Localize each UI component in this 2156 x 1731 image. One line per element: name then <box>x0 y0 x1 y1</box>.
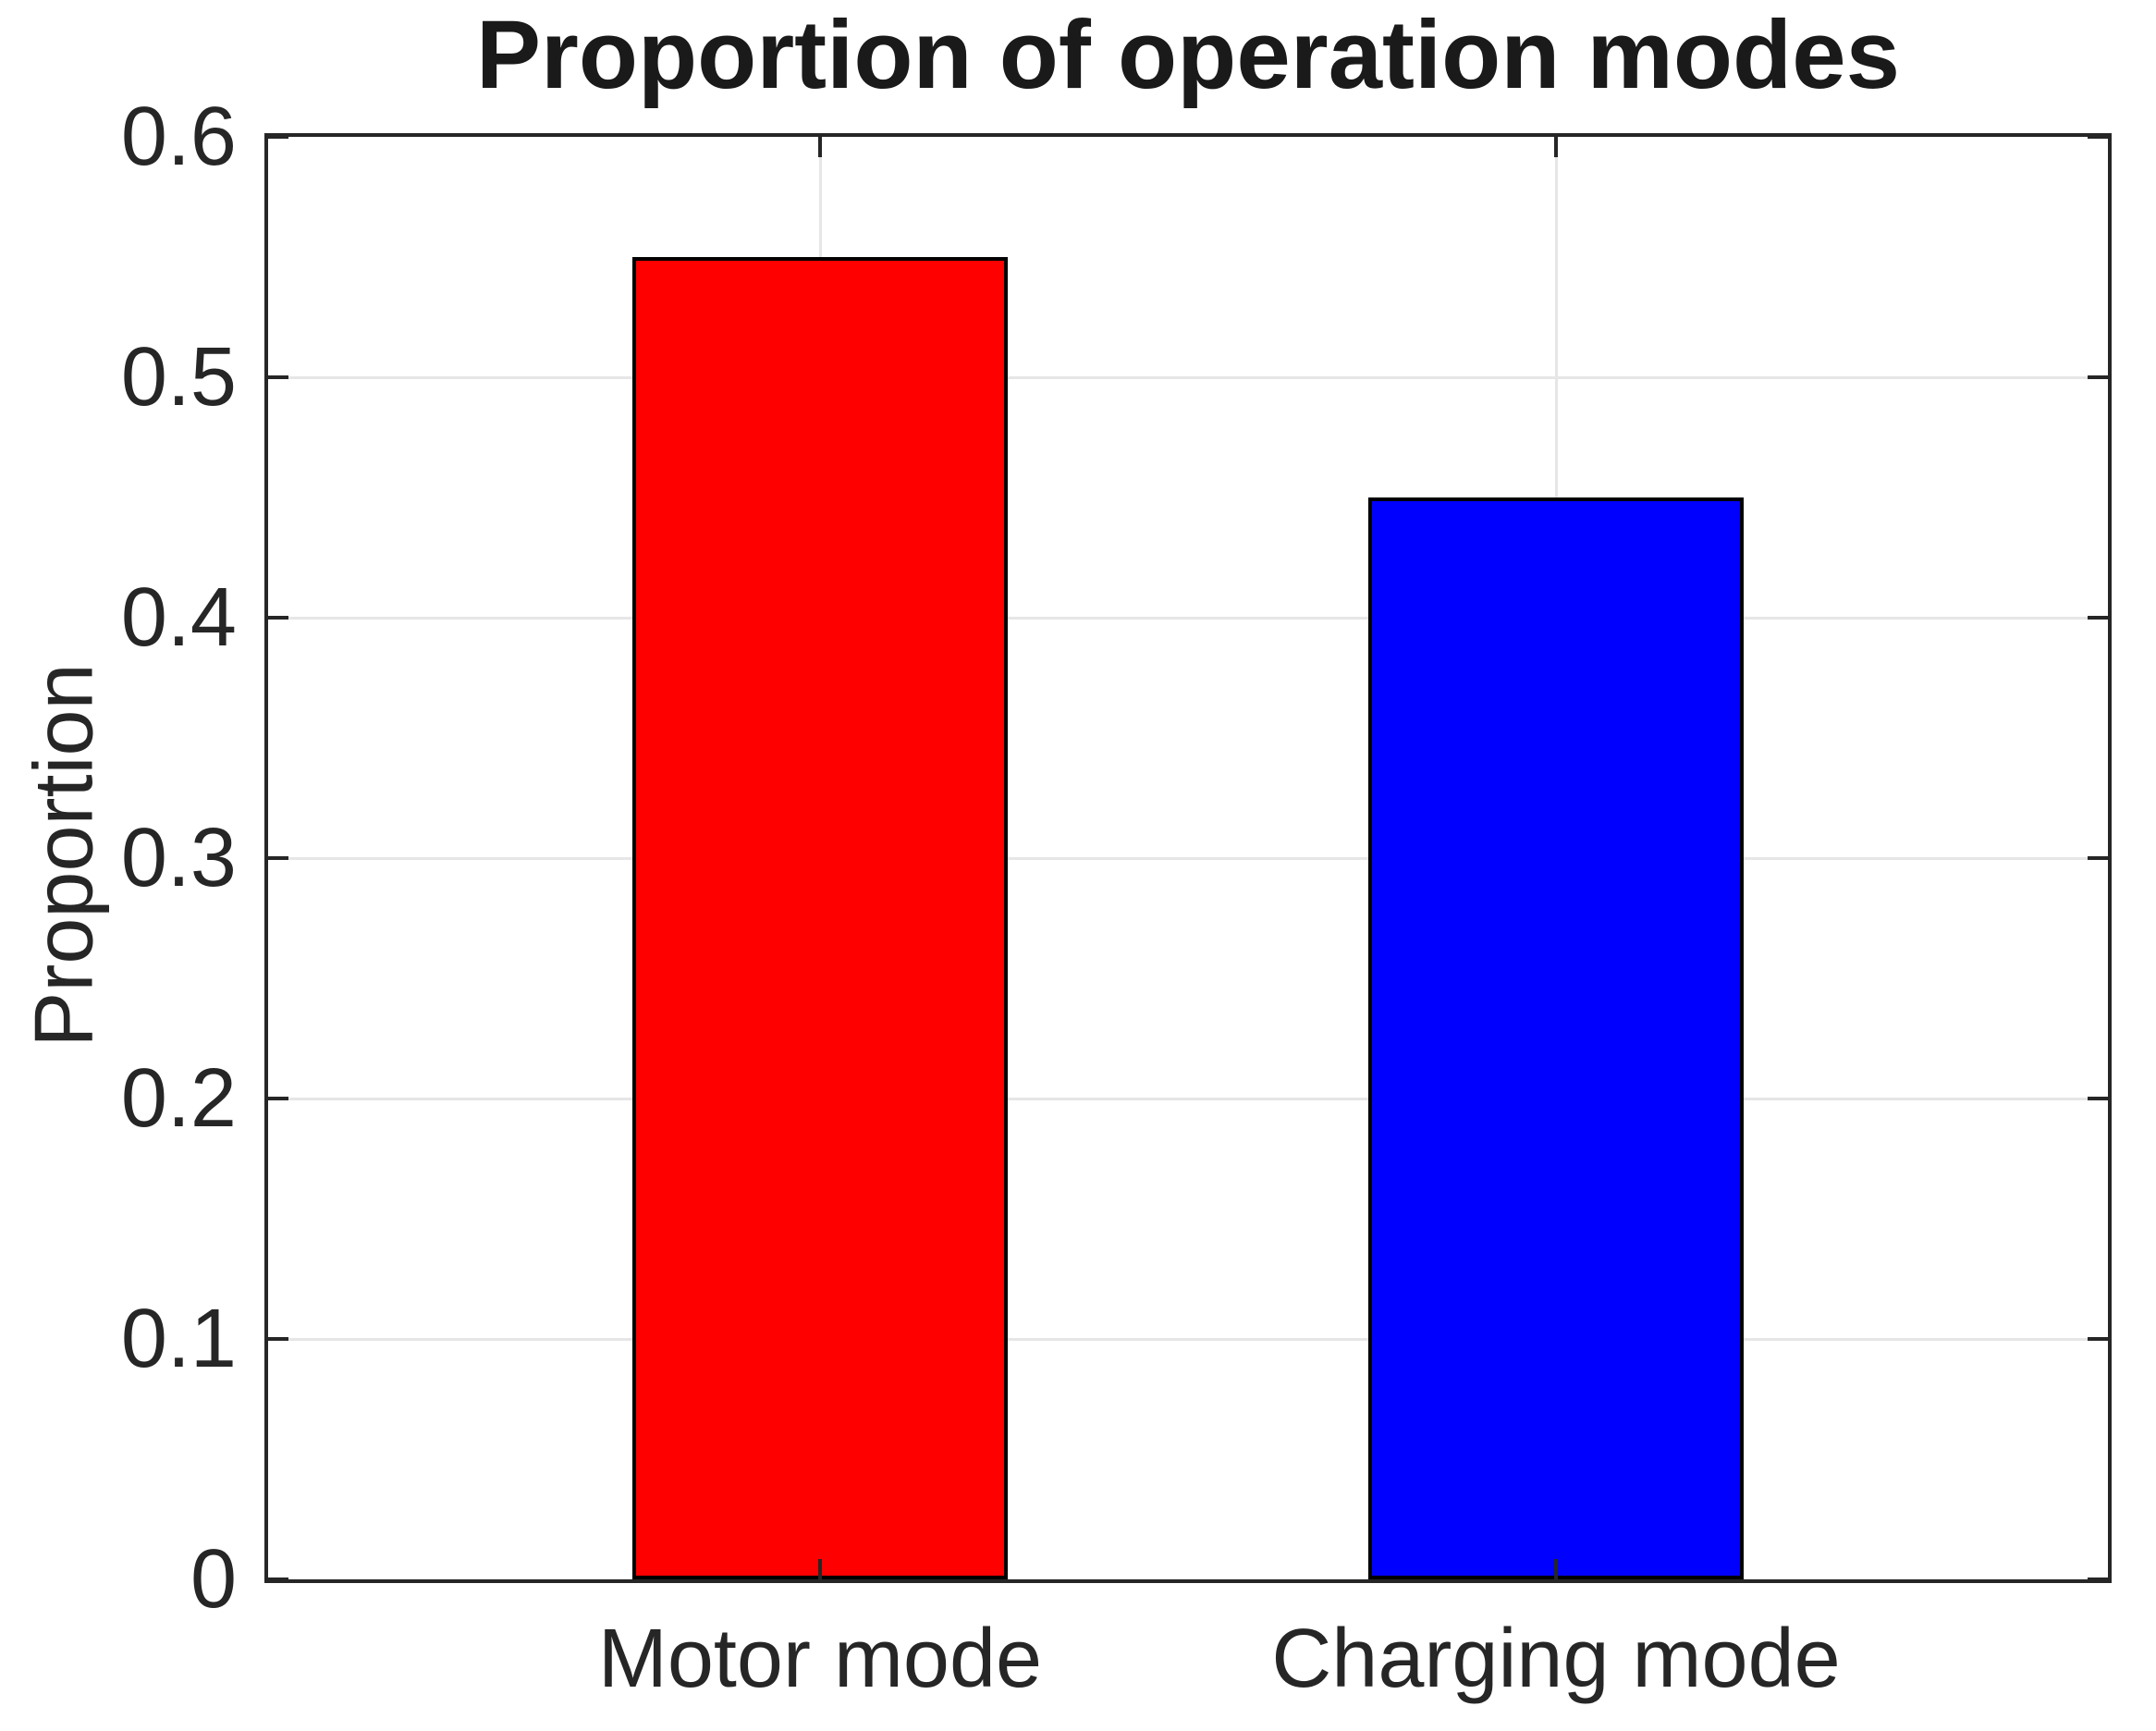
y-tick-label: 0 <box>190 1533 237 1626</box>
y-tick-mark <box>268 1578 288 1581</box>
x-tick-mark <box>1554 1559 1558 1579</box>
h-gridline <box>268 375 2108 379</box>
y-tick-label: 0.3 <box>120 812 237 904</box>
y-tick-label: 0.5 <box>120 331 237 424</box>
y-tick-mark <box>268 856 288 860</box>
y-tick-mark <box>2088 1097 2108 1100</box>
h-gridline <box>268 616 2108 620</box>
x-tick-mark <box>1554 137 1558 157</box>
y-tick-mark <box>2088 135 2108 139</box>
x-tick-mark <box>818 137 822 157</box>
bar-motor-mode <box>632 257 1008 1579</box>
h-gridline <box>268 856 2108 860</box>
x-tick-mark <box>818 1559 822 1579</box>
y-tick-mark <box>2088 616 2108 620</box>
x-tick-label-motor-mode: Motor mode <box>597 1613 1043 1705</box>
y-tick-mark <box>2088 1337 2108 1341</box>
bar-charging-mode <box>1368 497 1744 1579</box>
y-tick-label: 0.1 <box>120 1293 237 1385</box>
x-tick-label-charging-mode: Charging mode <box>1271 1613 1841 1705</box>
y-tick-mark <box>2088 1578 2108 1581</box>
y-tick-mark <box>2088 375 2108 379</box>
chart-title: Proportion of operation modes <box>476 1 1900 109</box>
y-tick-mark <box>268 1097 288 1100</box>
h-gridline <box>268 1337 2108 1341</box>
plot-area <box>264 133 2112 1583</box>
y-tick-mark <box>268 616 288 620</box>
y-tick-mark <box>268 375 288 379</box>
y-tick-mark <box>268 1337 288 1341</box>
y-tick-label: 0.2 <box>120 1052 237 1145</box>
y-tick-mark <box>2088 856 2108 860</box>
h-gridline <box>268 1097 2108 1100</box>
y-tick-label: 0.6 <box>120 91 237 183</box>
y-tick-label: 0.4 <box>120 571 237 664</box>
y-tick-mark <box>268 135 288 139</box>
